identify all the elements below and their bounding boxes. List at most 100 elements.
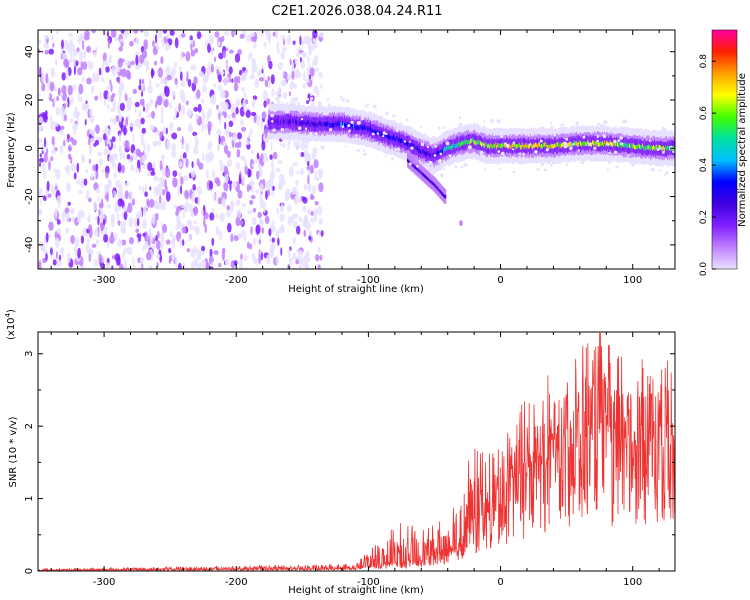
noise-cell — [55, 251, 58, 260]
faint-cell — [549, 122, 553, 125]
noise-cell — [305, 256, 311, 263]
noise-cell — [194, 47, 199, 54]
noise-cell — [233, 235, 239, 242]
noise-cell — [243, 92, 247, 97]
faint-cell — [662, 151, 665, 154]
noise-cell — [292, 220, 298, 229]
faint-cell — [376, 115, 380, 120]
faint-cell — [384, 149, 388, 153]
noise-cell — [101, 169, 105, 174]
noise-cell — [251, 58, 257, 69]
noise-cell — [198, 162, 204, 170]
noise-cell — [201, 245, 206, 252]
faint-cell — [650, 130, 654, 134]
noise-cell — [155, 253, 161, 259]
faint-cell — [664, 128, 667, 131]
noise-cell — [250, 150, 255, 155]
noise-cell — [61, 253, 64, 258]
noise-cell — [125, 116, 129, 127]
noise-cell — [139, 78, 142, 85]
noise-cell — [240, 87, 246, 92]
noise-cell — [234, 53, 241, 63]
noise-cell — [312, 30, 318, 39]
faint-cell — [322, 111, 327, 116]
noise-cell — [141, 127, 146, 134]
noise-cell — [171, 132, 178, 140]
noise-cell — [160, 154, 165, 160]
noise-cell — [216, 104, 219, 110]
faint-cell — [482, 125, 486, 129]
noise-cell — [133, 30, 139, 34]
noise-cell — [288, 257, 293, 265]
noise-cell — [318, 168, 323, 179]
faint-cell — [442, 126, 446, 129]
noise-cell — [70, 118, 74, 124]
faint-cell — [416, 165, 419, 168]
noise-cell — [55, 106, 60, 116]
noise-cell — [303, 149, 309, 161]
noise-cell — [221, 250, 225, 261]
noise-cell — [73, 246, 77, 255]
noise-cell — [263, 100, 267, 108]
isolated-cell — [459, 220, 463, 227]
noise-cell — [181, 135, 184, 146]
noise-cell — [249, 179, 255, 187]
noise-cell — [39, 124, 44, 130]
noise-cell — [236, 148, 241, 158]
noise-cell — [98, 67, 102, 76]
noise-cell — [237, 132, 242, 140]
noise-cell — [99, 158, 104, 166]
noise-cell — [169, 122, 174, 132]
noise-cell — [111, 265, 114, 269]
noise-cell — [252, 207, 257, 213]
noise-cell — [174, 106, 178, 116]
noise-cell — [292, 62, 295, 70]
noise-cell — [38, 116, 43, 124]
faint-cell — [537, 127, 541, 130]
spectrogram-x-label: Height of straight line (km) — [288, 284, 424, 295]
noise-cell — [224, 258, 230, 266]
noise-cell — [67, 201, 71, 206]
noise-cell — [280, 79, 286, 87]
noise-cell — [253, 256, 257, 264]
noise-cell — [297, 72, 302, 78]
noise-cell — [138, 185, 142, 192]
faint-cell — [403, 140, 407, 143]
noise-cell — [270, 141, 273, 152]
noise-cell — [256, 115, 261, 126]
noise-cell — [289, 82, 295, 90]
noise-cell — [44, 34, 48, 40]
faint-cell — [569, 146, 573, 151]
noise-cell — [136, 159, 141, 169]
noise-cell — [95, 188, 101, 194]
noise-cell — [303, 183, 308, 191]
noise-cell — [103, 133, 107, 141]
faint-cell — [310, 97, 314, 101]
noise-cell — [125, 69, 131, 79]
faint-cell — [512, 148, 515, 151]
noise-cell — [145, 231, 148, 242]
noise-cell — [76, 162, 80, 173]
noise-cell — [48, 48, 54, 55]
y-tick-label: 20 — [24, 94, 35, 107]
noise-cell — [189, 35, 193, 41]
faint-cell — [621, 128, 624, 131]
noise-cell — [55, 30, 60, 35]
noise-cell — [128, 216, 134, 228]
noise-cell — [38, 137, 42, 144]
noise-cell — [205, 152, 211, 163]
noise-cell — [140, 91, 144, 97]
noise-cell — [318, 72, 323, 79]
noise-cell — [38, 157, 45, 163]
noise-cell — [56, 228, 62, 234]
noise-cell — [192, 131, 198, 137]
faint-cell — [397, 147, 401, 152]
noise-cell — [100, 266, 105, 269]
noise-cell — [124, 59, 131, 66]
faint-cell — [270, 113, 275, 118]
noise-cell — [56, 195, 62, 204]
faint-cell — [669, 129, 672, 132]
noise-cell — [186, 111, 191, 116]
noise-cell — [110, 83, 113, 93]
noise-cell — [195, 114, 200, 120]
